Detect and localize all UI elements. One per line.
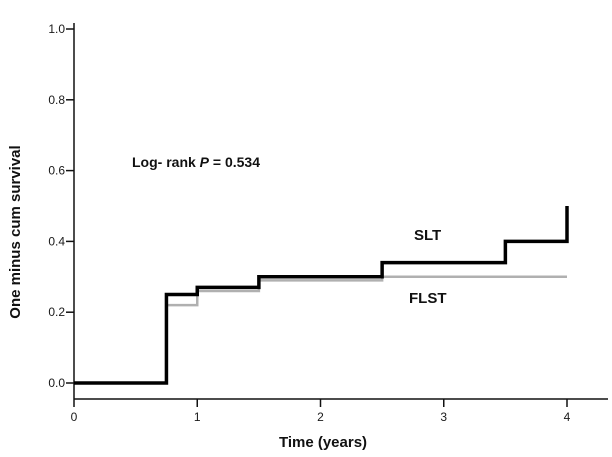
x-tick-label: 0 [71,410,78,424]
y-tick-label: 0.0 [48,376,65,390]
y-tick-label: 0.8 [48,93,65,107]
x-axis-title: Time (years) [279,434,367,451]
x-ticks: 0 1 2 3 4 [71,399,571,424]
series-label-slt: SLT [414,227,441,244]
axes [73,23,608,400]
x-tick-label: 3 [440,410,447,424]
series-line-slt [74,206,569,385]
x-tick-label: 4 [564,410,571,424]
y-tick-label: 0.2 [48,305,65,319]
logrank-annotation: Log- rank P = 0.534 [132,154,260,170]
series-layer [74,206,569,385]
x-tick-label: 2 [317,410,324,424]
y-axis-title: One minus cum survival [7,145,24,318]
series-line-flst [74,275,567,385]
y-tick-label: 0.4 [48,234,65,248]
y-ticks: 0.0 0.2 0.4 0.6 0.8 1.0 [48,22,74,390]
y-tick-label: 1.0 [48,22,65,36]
x-tick-label: 1 [194,410,201,424]
y-tick-label: 0.6 [48,164,65,178]
series-label-flst: FLST [409,290,447,307]
